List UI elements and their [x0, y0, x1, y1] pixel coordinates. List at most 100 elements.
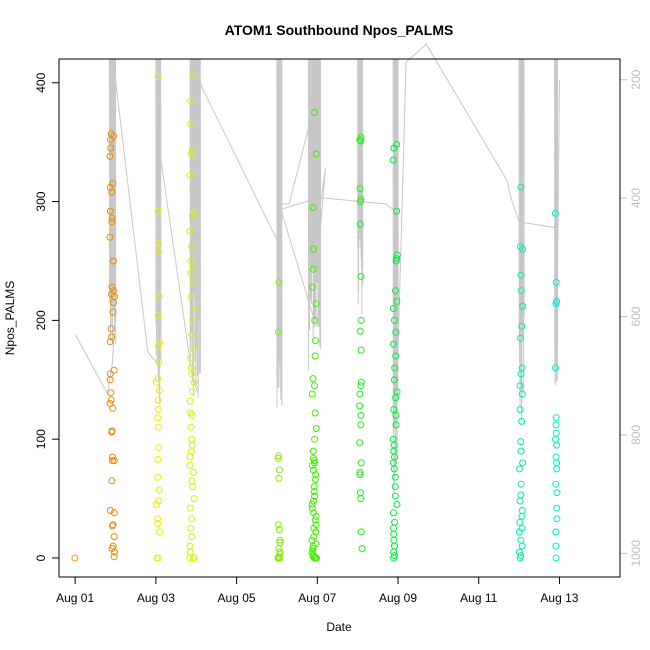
data-point — [189, 468, 197, 476]
data-point — [517, 480, 525, 488]
data-point — [517, 334, 524, 342]
depth-dive-bundle-9 — [554, 58, 559, 386]
data-point — [274, 328, 282, 336]
data-point — [110, 553, 118, 561]
data-point — [186, 397, 194, 405]
data-point — [311, 352, 319, 360]
data-point — [310, 457, 318, 465]
data-point — [553, 465, 561, 473]
data-point — [308, 461, 316, 469]
data-point — [110, 533, 118, 541]
depth-track-line — [74, 43, 560, 495]
data-point — [517, 447, 525, 455]
y2-tick-label: 800 — [629, 425, 643, 445]
data-point — [516, 554, 524, 562]
data-point — [154, 414, 161, 422]
data-point — [155, 293, 163, 301]
data-point — [153, 378, 160, 386]
data-point — [356, 489, 364, 497]
data-point — [393, 255, 401, 263]
data-point — [390, 144, 398, 152]
data-point — [188, 411, 196, 419]
y-axis-label: Npos_PALMS — [3, 281, 17, 355]
data-point — [309, 204, 317, 211]
data-point — [190, 495, 198, 503]
x-tick-label: Aug 01 — [56, 591, 94, 605]
data-point — [155, 239, 162, 247]
data-point — [109, 453, 116, 461]
data-point — [111, 548, 118, 556]
data-point — [312, 512, 320, 520]
data-point — [190, 378, 198, 386]
data-point — [311, 554, 319, 562]
data-point — [108, 428, 116, 436]
data-point — [187, 524, 195, 532]
data-point — [311, 476, 319, 484]
data-point — [186, 461, 194, 469]
data-point — [517, 491, 525, 499]
data-point — [552, 480, 560, 488]
data-point — [109, 308, 117, 316]
x-tick-label: Aug 09 — [379, 591, 417, 605]
data-point — [518, 245, 526, 253]
data-point — [308, 501, 316, 508]
data-point — [552, 528, 560, 536]
series-9 — [515, 183, 527, 562]
data-point — [275, 278, 283, 286]
data-point — [312, 425, 320, 432]
x-tick-label: Aug 11 — [460, 591, 497, 605]
data-point — [552, 300, 560, 308]
data-point — [71, 554, 79, 562]
data-point — [391, 364, 399, 372]
series-5 — [274, 278, 284, 562]
series-4 — [186, 73, 198, 562]
data-point — [106, 338, 114, 346]
data-point — [106, 207, 114, 215]
data-point — [186, 227, 194, 235]
data-point — [552, 414, 560, 422]
data-point — [516, 382, 524, 390]
data-point — [389, 340, 397, 348]
data-point — [392, 411, 400, 419]
data-point — [309, 265, 317, 273]
y-tick-label: 0 — [34, 554, 48, 561]
data-point — [517, 370, 525, 378]
data-point — [106, 507, 114, 514]
data-point — [393, 207, 401, 215]
data-point — [390, 536, 398, 544]
data-point — [156, 528, 163, 536]
y-tick-label: 300 — [34, 191, 48, 211]
data-point — [275, 545, 283, 552]
data-point — [188, 243, 196, 251]
data-point — [390, 509, 397, 517]
data-point — [552, 429, 560, 437]
data-point — [154, 515, 161, 523]
data-point — [357, 495, 365, 503]
data-point — [109, 404, 117, 412]
data-point — [311, 409, 319, 417]
data-point — [390, 376, 398, 384]
data-point — [186, 548, 194, 556]
data-point — [310, 497, 317, 505]
data-point — [357, 137, 365, 145]
data-point — [312, 471, 320, 479]
data-point — [357, 459, 365, 467]
data-point — [154, 406, 162, 413]
data-point — [155, 248, 163, 255]
data-point — [552, 542, 560, 550]
data-point — [552, 421, 560, 429]
data-point — [392, 287, 399, 295]
series-3 — [152, 73, 163, 562]
data-point — [155, 423, 163, 431]
data-point — [356, 327, 364, 335]
data-point — [357, 378, 365, 386]
data-point — [154, 73, 162, 81]
data-point — [518, 322, 526, 330]
data-point — [356, 198, 364, 206]
data-point — [308, 504, 316, 512]
data-point — [311, 109, 318, 116]
data-point — [276, 536, 284, 544]
data-point — [517, 271, 525, 279]
data-point — [518, 512, 526, 520]
data-point — [189, 263, 197, 271]
